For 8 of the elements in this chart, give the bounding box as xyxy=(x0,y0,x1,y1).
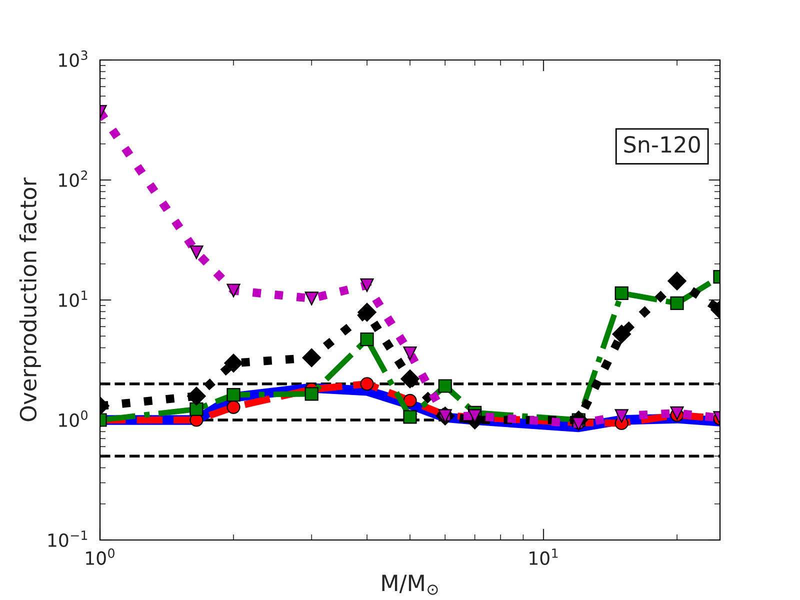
y-tick-label: 10$^{1}$ xyxy=(59,290,88,307)
y-tick-label: 10$^{3}$ xyxy=(59,50,88,67)
y-tick-label: 10$^{0}$ xyxy=(59,410,88,427)
x-axis-title: M/M$_{⊙}$ xyxy=(382,574,438,595)
y-axis-title: Overproduction factor xyxy=(19,178,41,422)
annotation: Sn-120 xyxy=(624,136,700,153)
y-tick-label: 10$^{−1}$ xyxy=(48,530,88,547)
y-tick-label: 10$^{2}$ xyxy=(59,170,88,187)
